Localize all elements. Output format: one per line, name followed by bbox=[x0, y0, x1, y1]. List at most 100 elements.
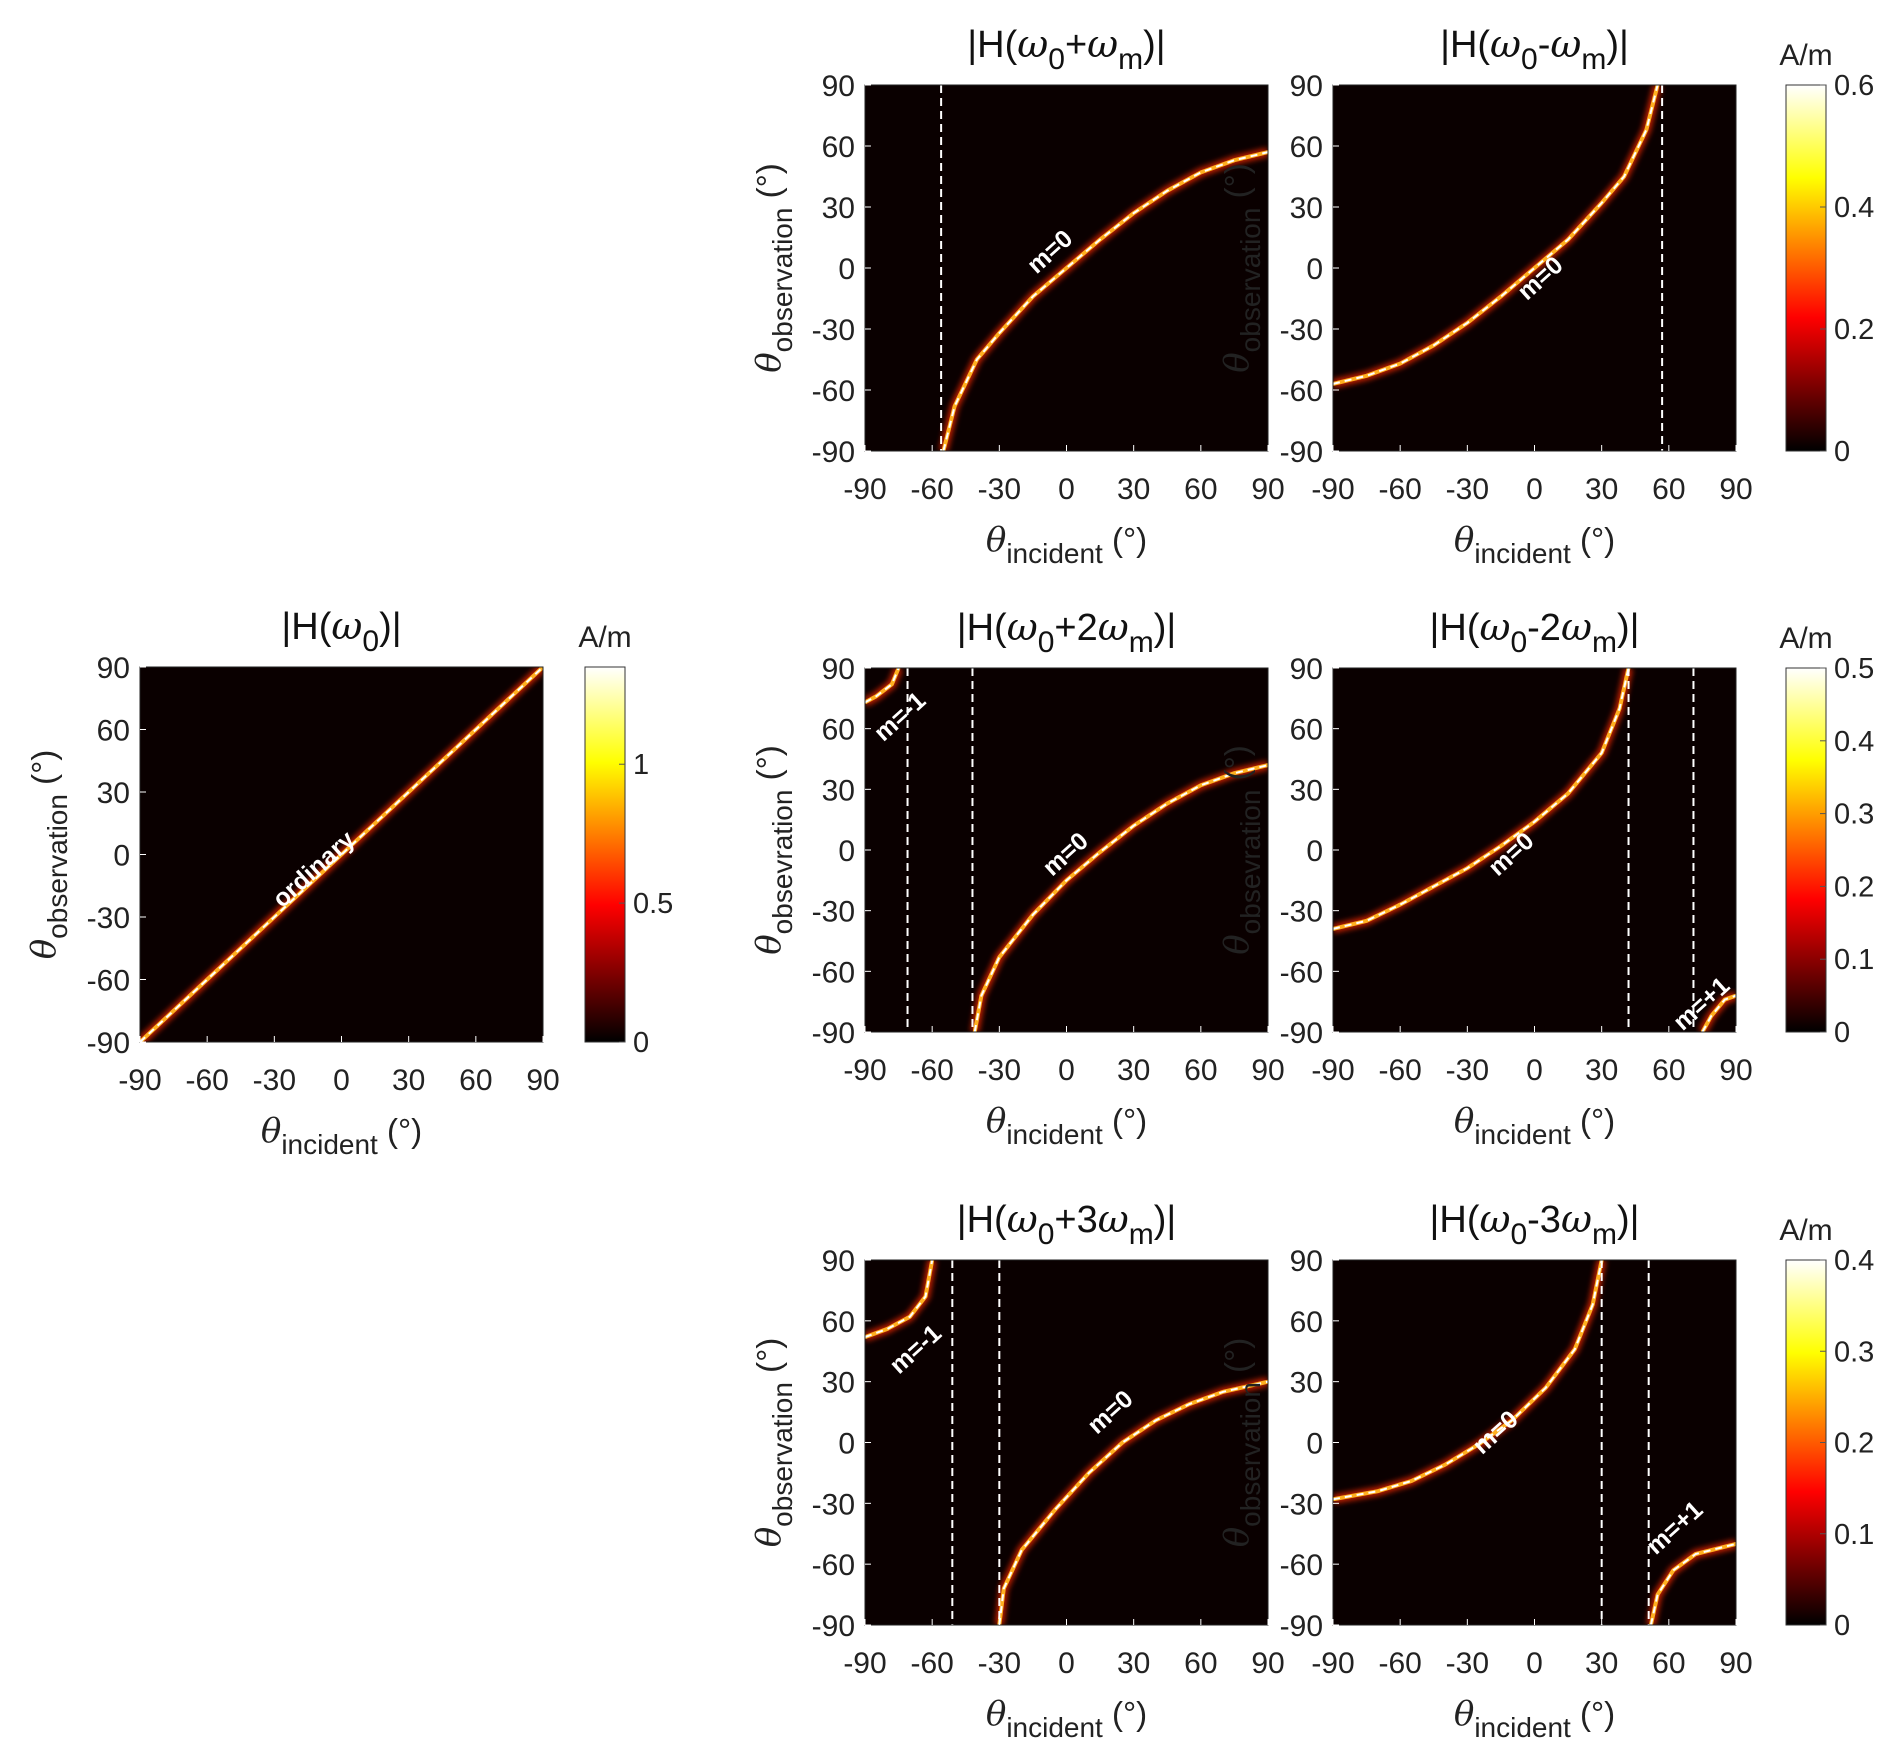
y-axis-label: θobsevration (°) bbox=[1217, 745, 1266, 955]
plot-area bbox=[1333, 668, 1736, 1032]
y-tick-label: 90 bbox=[1290, 653, 1323, 686]
y-tick-label: -30 bbox=[812, 314, 855, 347]
chart-h3m: m=0m=+1-90 -60 -30 0 30 60 90-90-60-300306090θ… bbox=[1217, 1197, 1874, 1743]
y-tick-label: 90 bbox=[1290, 70, 1323, 103]
x-tick-label: 60 bbox=[459, 1064, 492, 1097]
plot-area bbox=[865, 1260, 1268, 1625]
plot-content bbox=[1333, 668, 1736, 1032]
x-tick-label: -60 bbox=[1378, 1647, 1421, 1680]
y-tick-label: 30 bbox=[1290, 1367, 1323, 1400]
y-axis-label: θobservation (°) bbox=[749, 163, 798, 373]
x-tick-label: -60 bbox=[185, 1064, 228, 1097]
colorbar: A/m 0 0.1 0.2 0.3 0.4 bbox=[1779, 1214, 1874, 1642]
title-part: -2 bbox=[1527, 607, 1561, 649]
y-tick-label: 90 bbox=[822, 653, 855, 686]
x-tick-label: 30 bbox=[1585, 1647, 1618, 1680]
title-part: + bbox=[1065, 24, 1087, 66]
chart-h1m: m=0-90 -60 -30 0 30 60 90-90-60-300306090θinci… bbox=[1217, 22, 1874, 569]
curve-analytic-dashed bbox=[1333, 1260, 1603, 1501]
x-tick-label: 0 bbox=[1526, 1054, 1543, 1087]
y-tick-label: 60 bbox=[1290, 714, 1323, 747]
plot-content bbox=[865, 668, 1268, 1032]
curve-analytic-dashed bbox=[1333, 85, 1659, 385]
y-tick-label: -30 bbox=[87, 902, 130, 935]
x-tick-label: 30 bbox=[1117, 1054, 1150, 1087]
plot-content bbox=[1333, 85, 1664, 451]
y-tick-label: 0 bbox=[838, 253, 855, 286]
x-tick-label: -90 bbox=[843, 1647, 886, 1680]
chart-title: |H(ω0)| bbox=[281, 604, 401, 658]
curve-analytic-dashed bbox=[942, 151, 1268, 451]
colorbar-tick-label: 0.1 bbox=[1834, 1519, 1874, 1551]
title-part: |H( bbox=[1440, 24, 1490, 66]
colorbar-tick-label: 0.3 bbox=[1834, 1336, 1874, 1368]
colorbar: A/m 0 0.1 0.2 0.3 0.4 0.5 bbox=[1779, 622, 1874, 1049]
y-tick-label: -30 bbox=[1280, 314, 1323, 347]
title-part: |H( bbox=[957, 607, 1007, 649]
colorbar: A/m 0 0.2 0.4 0.6 bbox=[1779, 39, 1874, 468]
y-tick-label: -90 bbox=[1280, 1610, 1323, 1643]
x-tick-label: 90 bbox=[1719, 473, 1752, 506]
x-tick-label: -90 bbox=[843, 473, 886, 506]
x-tick-label: 90 bbox=[1251, 1054, 1284, 1087]
chart-h1p: m=0-90 -60 -30 0 30 60 90-90-60-300306090θinci… bbox=[749, 22, 1285, 569]
x-tick-label: -30 bbox=[1446, 1647, 1489, 1680]
x-tick-label: -60 bbox=[1378, 1054, 1421, 1087]
y-tick-label: 0 bbox=[1306, 1428, 1323, 1461]
x-tick-label: 60 bbox=[1652, 473, 1685, 506]
y-tick-label: 60 bbox=[822, 1306, 855, 1339]
y-tick-label: -30 bbox=[1280, 896, 1323, 929]
colorbar-tick-label: 0.3 bbox=[1834, 799, 1874, 831]
x-tick-label: 60 bbox=[1652, 1647, 1685, 1680]
colorbar-gradient bbox=[584, 666, 626, 1043]
colorbar-unit-label: A/m bbox=[1779, 622, 1832, 655]
title-part: 0 bbox=[362, 625, 379, 658]
y-tick-label: 0 bbox=[838, 1428, 855, 1461]
title-part: )| bbox=[1143, 24, 1166, 66]
title-part: ω bbox=[1098, 1197, 1129, 1241]
y-axis-label: θobservation (°) bbox=[1217, 163, 1266, 373]
x-tick-label: -30 bbox=[1446, 1054, 1489, 1087]
y-axis-label: θobservation (°) bbox=[749, 1338, 798, 1548]
x-tick-label: 0 bbox=[333, 1064, 350, 1097]
title-part: - bbox=[1538, 24, 1551, 66]
title-part: ω bbox=[1490, 22, 1521, 66]
x-tick-label: -90 bbox=[1311, 473, 1354, 506]
title-part: +3 bbox=[1054, 1199, 1097, 1241]
curve-analytic-dashed bbox=[865, 1260, 934, 1339]
y-tick-label: -90 bbox=[87, 1027, 130, 1060]
curve-analytic-dashed bbox=[998, 1380, 1268, 1625]
x-tick-label: -30 bbox=[978, 1647, 1021, 1680]
colorbar-tick-label: 0 bbox=[1834, 436, 1850, 468]
title-part: ω bbox=[1479, 605, 1510, 649]
curve-analytic-dashed bbox=[1649, 1542, 1736, 1625]
title-part: +2 bbox=[1054, 607, 1097, 649]
colorbar-unit-label: A/m bbox=[578, 621, 631, 654]
plot-content bbox=[140, 667, 543, 1042]
x-tick-label: -60 bbox=[910, 473, 953, 506]
plot-content bbox=[939, 85, 1268, 451]
title-part: |H( bbox=[1430, 1199, 1480, 1241]
x-axis-label: θincident (°) bbox=[1454, 1694, 1615, 1743]
chart-title: |H(ω0+2ωm)| bbox=[957, 605, 1177, 659]
colorbar-tick-label: 0.1 bbox=[1834, 944, 1874, 976]
title-part: ω bbox=[1087, 22, 1118, 66]
y-tick-label: 60 bbox=[1290, 1306, 1323, 1339]
title-part: ω bbox=[1479, 1197, 1510, 1241]
title-part: ω bbox=[1550, 22, 1581, 66]
x-tick-label: 60 bbox=[1652, 1054, 1685, 1087]
title-part: )| bbox=[1617, 1199, 1640, 1241]
x-tick-label: 30 bbox=[1117, 1647, 1150, 1680]
colorbar-tick-label: 1 bbox=[633, 749, 649, 781]
y-tick-label: 90 bbox=[1290, 1245, 1323, 1278]
chart-h2m: m=0m=+1-90 -60 -30 0 30 60 90-90-60-300306090θ… bbox=[1217, 605, 1874, 1150]
y-tick-label: 30 bbox=[822, 774, 855, 807]
x-tick-label: 0 bbox=[1526, 1647, 1543, 1680]
x-tick-label: 30 bbox=[1117, 473, 1150, 506]
curve-analytic-dashed bbox=[140, 667, 543, 1042]
y-tick-label: -90 bbox=[1280, 1017, 1323, 1050]
title-part: 0 bbox=[1038, 1218, 1055, 1251]
x-axis-label: θincident (°) bbox=[986, 520, 1147, 569]
y-tick-label: -90 bbox=[1280, 436, 1323, 469]
